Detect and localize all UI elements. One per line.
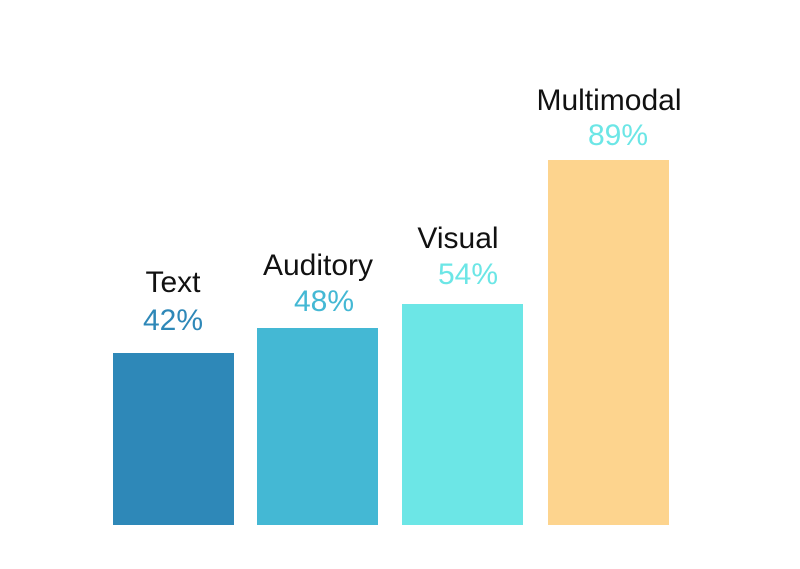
- bar-visual: [402, 304, 523, 525]
- bar-text: [113, 353, 234, 525]
- category-label-visual: Visual: [417, 222, 499, 255]
- value-label-visual: 54%: [437, 258, 499, 291]
- value-label-auditory: 48%: [293, 285, 355, 318]
- category-label-multimodal: Multimodal: [536, 84, 682, 117]
- category-label-auditory: Auditory: [262, 249, 374, 282]
- bar-auditory: [257, 328, 378, 525]
- bar-multimodal: [548, 160, 669, 525]
- value-label-text: 42%: [142, 304, 204, 337]
- category-label-text: Text: [145, 266, 201, 299]
- value-label-multimodal: 89%: [587, 119, 649, 152]
